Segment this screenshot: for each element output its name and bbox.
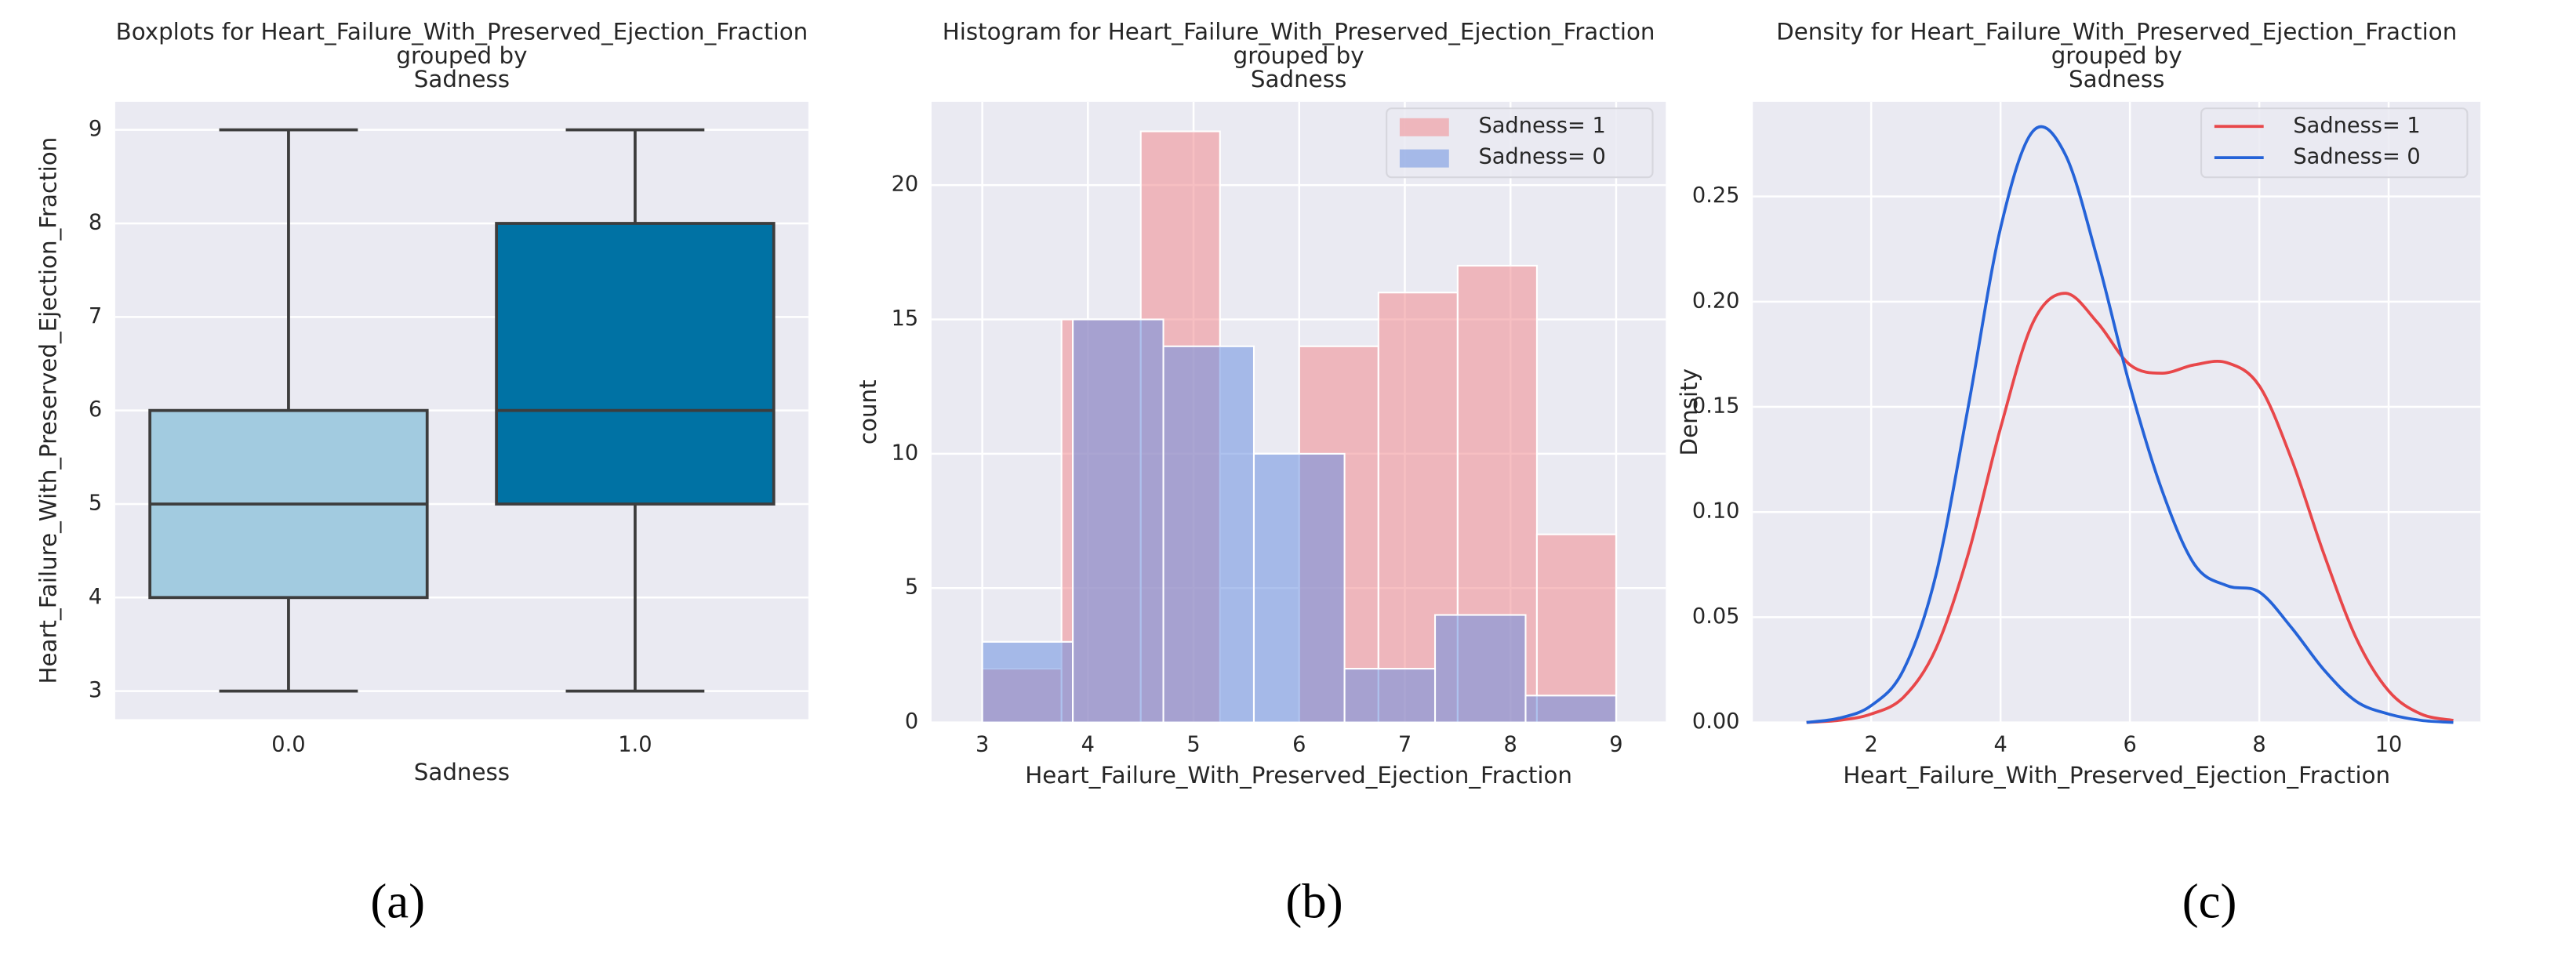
chart-title: Histogram for Heart_Failure_With_Preserv… [943, 18, 1655, 45]
y-tick-label: 15 [892, 306, 919, 331]
x-axis-label: Sadness [414, 759, 510, 785]
y-tick-label: 10 [892, 441, 919, 465]
panel-caption: (a) [370, 874, 425, 929]
y-tick-label: 0 [905, 709, 918, 734]
y-tick-label: 0.20 [1692, 288, 1740, 313]
box [495, 222, 776, 506]
x-tick-label: 0.0 [271, 732, 305, 756]
histogram-bar [1433, 614, 1527, 724]
x-tick-label: 2 [1865, 732, 1878, 756]
x-tick-label: 4 [1081, 732, 1095, 756]
chart-title: grouped by [2051, 42, 2182, 69]
legend-label: Sadness= 0 [1478, 145, 1605, 169]
plot-background [1753, 101, 2481, 723]
x-tick-label: 9 [1609, 732, 1622, 756]
x-tick-label: 8 [1504, 732, 1517, 756]
y-tick-label: 5 [905, 575, 918, 600]
x-tick-label: 8 [2252, 732, 2265, 756]
x-tick-label: 3 [976, 732, 989, 756]
y-tick-label: 6 [89, 397, 102, 422]
y-tick-label: 20 [892, 172, 919, 197]
y-tick-label: 8 [89, 210, 102, 234]
x-tick-label: 5 [1186, 732, 1200, 756]
x-tick-label: 6 [1292, 732, 1306, 756]
histogram-bar [1535, 533, 1617, 724]
legend-label: Sadness= 1 [1478, 114, 1605, 138]
density-line [1806, 125, 2454, 724]
x-tick-label: 4 [1994, 732, 2007, 756]
density-line [1806, 292, 2454, 724]
x-tick-label: 1.0 [618, 732, 652, 756]
histogram-bar [1343, 668, 1437, 724]
histogram-bar [1524, 695, 1617, 724]
y-tick-label: 0.15 [1692, 394, 1740, 419]
y-tick-label: 0.05 [1692, 604, 1740, 629]
chart-title: Boxplots for Heart_Failure_With_Preserve… [116, 18, 808, 45]
legend-swatch [1399, 118, 1449, 136]
chart-title: Sadness [414, 66, 510, 92]
x-axis-label: Heart_Failure_With_Preserved_Ejection_Fr… [1843, 762, 2390, 789]
y-tick-label: 5 [89, 491, 102, 515]
chart-title: grouped by [396, 42, 527, 69]
x-tick-label: 6 [2123, 732, 2136, 756]
y-tick-label: 0.25 [1692, 183, 1740, 208]
y-tick-label: 0.00 [1692, 709, 1740, 734]
histogram-bar [981, 640, 1074, 724]
y-axis-label: count [855, 379, 881, 444]
chart-panel: Density for Heart_Failure_With_Preserved… [1676, 18, 2481, 929]
legend-label: Sadness= 0 [2293, 145, 2420, 169]
legend-swatch [1399, 149, 1449, 168]
panel-caption: (c) [2182, 874, 2237, 929]
chart-title: grouped by [1234, 42, 1364, 69]
chart-panel: Boxplots for Heart_Failure_With_Preserve… [35, 18, 808, 929]
x-tick-label: 10 [2375, 732, 2403, 756]
chart-panel: Histogram for Heart_Failure_With_Preserv… [855, 18, 1666, 929]
y-tick-label: 0.10 [1692, 499, 1740, 524]
histogram-bar [1162, 345, 1255, 724]
legend-label: Sadness= 1 [2293, 114, 2420, 138]
x-axis-label: Heart_Failure_With_Preserved_Ejection_Fr… [1025, 762, 1572, 789]
chart-title: Sadness [2069, 66, 2164, 92]
y-tick-label: 7 [89, 304, 102, 328]
y-tick-label: 9 [89, 117, 102, 141]
histogram-bar [1252, 452, 1346, 724]
histogram-bar [1072, 318, 1164, 724]
y-axis-label: Density [1676, 368, 1702, 455]
legend-box [2200, 107, 2469, 179]
x-tick-label: 7 [1398, 732, 1412, 756]
y-tick-label: 3 [89, 678, 102, 702]
chart-title: Density for Heart_Failure_With_Preserved… [1776, 18, 2457, 45]
y-tick-label: 4 [89, 585, 102, 609]
y-axis-label: Heart_Failure_With_Preserved_Ejection_Fr… [35, 137, 62, 684]
panel-caption: (b) [1285, 874, 1342, 929]
chart-title: Sadness [1251, 66, 1346, 92]
legend-box [1386, 107, 1654, 179]
